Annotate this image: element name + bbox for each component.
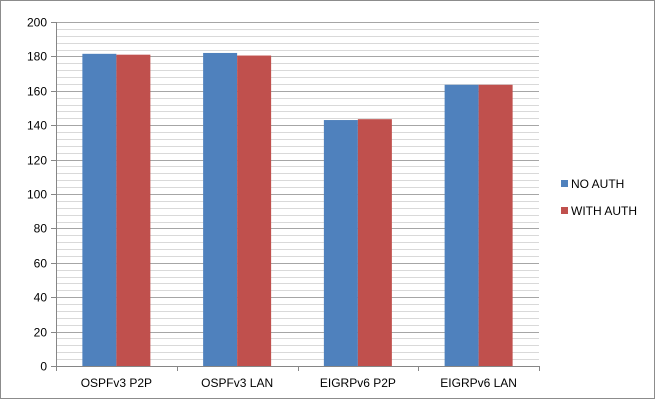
legend: NO AUTH WITH AUTH [561, 177, 637, 218]
axes: 0 20 40 60 80 100 120 140 160 180 200 OSPFv3 P2P OSP… [27, 16, 540, 390]
bar [323, 120, 358, 366]
y-tick-label: 180 [27, 50, 47, 64]
y-tick-label: 140 [27, 119, 47, 133]
y-tick-label: 200 [27, 16, 47, 30]
y-tick-label: 80 [34, 222, 48, 236]
bar [237, 55, 272, 366]
y-tick-label: 100 [27, 188, 47, 202]
legend-swatch [561, 180, 568, 187]
bars [82, 52, 513, 367]
y-tick-label: 60 [34, 257, 48, 271]
y-tick-label: 40 [34, 291, 48, 305]
y-tick-label: 120 [27, 154, 47, 168]
bar [444, 84, 479, 366]
bar [478, 84, 513, 366]
x-tick-label: OSPFv3 LAN [201, 376, 273, 390]
legend-label: WITH AUTH [571, 204, 637, 218]
x-tick-label: EIGRPv6 P2P [320, 376, 396, 390]
bar [82, 53, 117, 366]
x-tick-label: OSPFv3 P2P [81, 376, 152, 390]
y-tick-label: 20 [34, 326, 48, 340]
bar [116, 54, 151, 367]
legend-swatch [561, 207, 568, 214]
y-tick-label: 160 [27, 85, 47, 99]
bar [357, 119, 392, 367]
legend-label: NO AUTH [571, 177, 624, 191]
x-tick-label: EIGRPv6 LAN [440, 376, 517, 390]
y-tick-label: 0 [40, 360, 47, 374]
bar [203, 52, 238, 367]
